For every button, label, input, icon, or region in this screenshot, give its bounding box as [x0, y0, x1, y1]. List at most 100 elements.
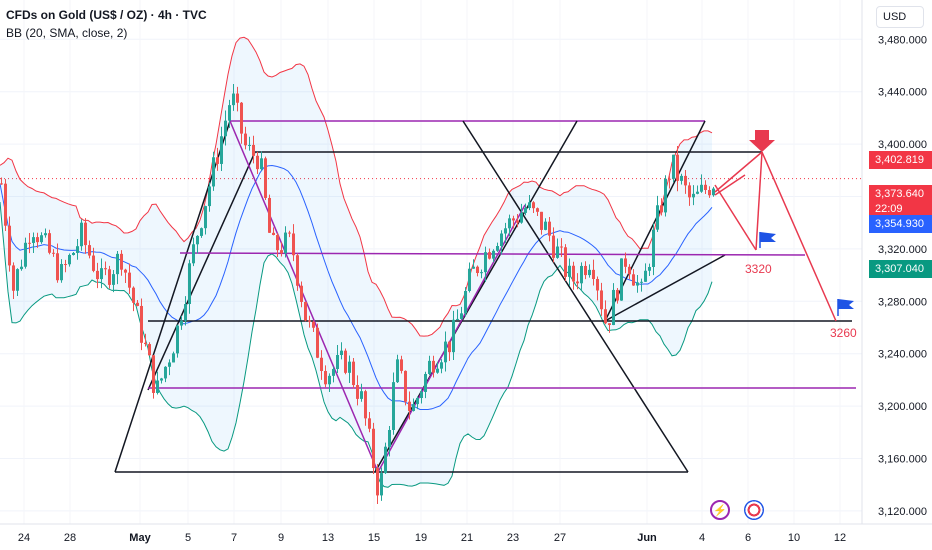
x-shape-line-2 [374, 120, 578, 473]
candle-body [120, 253, 123, 270]
candle-body [380, 473, 383, 496]
candle-body [424, 373, 427, 392]
symbol-title: CFDs on Gold (US$ / OZ) · 4h · TVC [6, 8, 207, 22]
candle-body [116, 253, 119, 275]
candle-body [88, 245, 91, 256]
candle-body [288, 232, 291, 234]
candle-body [588, 269, 591, 276]
candle-body [564, 247, 567, 277]
projection-current-up [714, 174, 746, 196]
candle-body [8, 225, 11, 266]
candle-body [700, 184, 703, 192]
bollinger-band-fill [0, 37, 712, 488]
candle-body [408, 401, 411, 411]
candle-body [192, 244, 195, 264]
candle-body [416, 398, 419, 405]
time-tick-label: 9 [278, 532, 284, 544]
time-tick-label: 21 [461, 532, 473, 544]
candle-body [648, 266, 651, 271]
us-flag-event-icon[interactable] [744, 500, 764, 520]
candle-body [620, 258, 623, 301]
candle-body [608, 323, 611, 326]
candle-body [664, 178, 667, 213]
candle-body [352, 361, 355, 386]
candle-body [488, 252, 491, 259]
candle-body [164, 366, 167, 379]
candle-body [188, 263, 191, 305]
candle-body [368, 418, 371, 429]
candle-body [512, 218, 515, 221]
candle-body [20, 266, 23, 270]
candle-body [672, 154, 675, 179]
candle-body [136, 302, 139, 306]
time-tick-label: 19 [415, 532, 427, 544]
candle-body [484, 252, 487, 273]
lightning-event-icon[interactable]: ⚡ [710, 500, 730, 520]
candle-body [520, 212, 523, 223]
candle-body [636, 282, 639, 286]
candle-body [200, 228, 203, 236]
candle-body [584, 265, 587, 276]
candle-body [244, 133, 247, 146]
price-tick-label: 3,400.000 [878, 139, 927, 151]
flag-icon [837, 299, 854, 316]
candle-body [412, 404, 415, 411]
candle-body [596, 279, 599, 291]
candle-body [236, 93, 239, 103]
price-tick-label: 3,320.000 [878, 244, 927, 256]
candle-body [156, 380, 159, 393]
candle-body [456, 318, 459, 320]
candle-body [576, 281, 579, 284]
bollinger-lower-band [0, 201, 713, 488]
price-tick-label: 3,480.000 [878, 34, 927, 46]
candle-body [404, 370, 407, 402]
candle-body [572, 265, 575, 282]
left-diagonal-upper [147, 151, 256, 391]
candle-body [268, 197, 271, 233]
price-tag-upper-band: 3,402.819 [869, 151, 932, 169]
candle-body [640, 281, 643, 283]
candle-body [604, 309, 607, 324]
time-axis[interactable]: 24 28 May 5 7 9 13 15 19 21 23 27 Jun 4 6 10 12 [18, 532, 846, 544]
price-tick-label: 3,240.000 [878, 349, 927, 361]
candle-body [232, 93, 235, 106]
candle-body [328, 375, 331, 385]
candle-body [652, 229, 655, 267]
candle-body [108, 269, 111, 285]
candle-body [612, 289, 615, 326]
candle-body [696, 191, 699, 194]
target-label-1: 3320 [745, 262, 772, 276]
candle-body [280, 250, 283, 254]
candle-body [592, 269, 595, 280]
projection-arrows [714, 151, 837, 322]
candle-body [220, 136, 223, 164]
candle-body [496, 246, 499, 251]
indicator-label[interactable]: BB (20, SMA, close, 2) [6, 26, 128, 40]
time-tick-label: 23 [507, 532, 519, 544]
candle-body [100, 268, 103, 280]
projection-down-short [714, 184, 757, 251]
candle-body [460, 313, 463, 319]
candle-body [176, 325, 179, 354]
time-tick-label: 4 [699, 532, 705, 544]
candle-body [336, 354, 339, 369]
price-tag-middle-band: 3,354.930 [869, 215, 932, 233]
time-tick-label: 7 [231, 532, 237, 544]
candle-body [212, 157, 215, 187]
candle-body [104, 268, 107, 270]
candle-body [24, 242, 27, 267]
candle-body [624, 258, 627, 267]
candle-body [216, 157, 219, 164]
currency-button[interactable]: USD [876, 6, 924, 28]
candle-body [532, 202, 535, 209]
price-tick-label: 3,440.000 [878, 87, 927, 99]
candle-body [684, 175, 687, 186]
price-axis[interactable]: 3,480.0003,440.0003,400.0003,360.0003,32… [878, 34, 927, 518]
price-tag-lower-band: 3,307.040 [869, 260, 932, 278]
candle-body [76, 246, 79, 253]
candle-body [432, 360, 435, 373]
candle-body [628, 266, 631, 275]
candle-body [396, 359, 399, 383]
projection-up-leg [714, 151, 763, 193]
